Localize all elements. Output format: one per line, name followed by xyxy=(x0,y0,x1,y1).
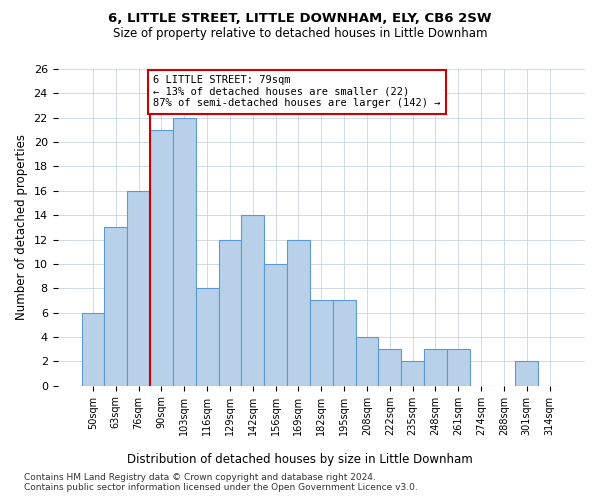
Bar xyxy=(264,264,287,386)
Bar xyxy=(515,362,538,386)
Bar xyxy=(401,362,424,386)
Bar xyxy=(127,191,150,386)
Bar xyxy=(150,130,173,386)
Bar xyxy=(287,240,310,386)
Bar xyxy=(379,349,401,386)
Bar xyxy=(310,300,332,386)
Text: 6 LITTLE STREET: 79sqm
← 13% of detached houses are smaller (22)
87% of semi-det: 6 LITTLE STREET: 79sqm ← 13% of detached… xyxy=(154,75,441,108)
Text: Contains HM Land Registry data © Crown copyright and database right 2024.: Contains HM Land Registry data © Crown c… xyxy=(24,474,376,482)
Bar xyxy=(241,215,264,386)
Text: 6, LITTLE STREET, LITTLE DOWNHAM, ELY, CB6 2SW: 6, LITTLE STREET, LITTLE DOWNHAM, ELY, C… xyxy=(108,12,492,26)
Bar xyxy=(82,312,104,386)
Bar xyxy=(332,300,356,386)
Bar xyxy=(356,337,379,386)
Bar xyxy=(104,228,127,386)
Text: Contains public sector information licensed under the Open Government Licence v3: Contains public sector information licen… xyxy=(24,484,418,492)
Bar xyxy=(424,349,447,386)
Bar xyxy=(196,288,218,386)
Y-axis label: Number of detached properties: Number of detached properties xyxy=(15,134,28,320)
Text: Size of property relative to detached houses in Little Downham: Size of property relative to detached ho… xyxy=(113,28,487,40)
Bar xyxy=(218,240,241,386)
Bar xyxy=(173,118,196,386)
Text: Distribution of detached houses by size in Little Downham: Distribution of detached houses by size … xyxy=(127,452,473,466)
Bar xyxy=(447,349,470,386)
